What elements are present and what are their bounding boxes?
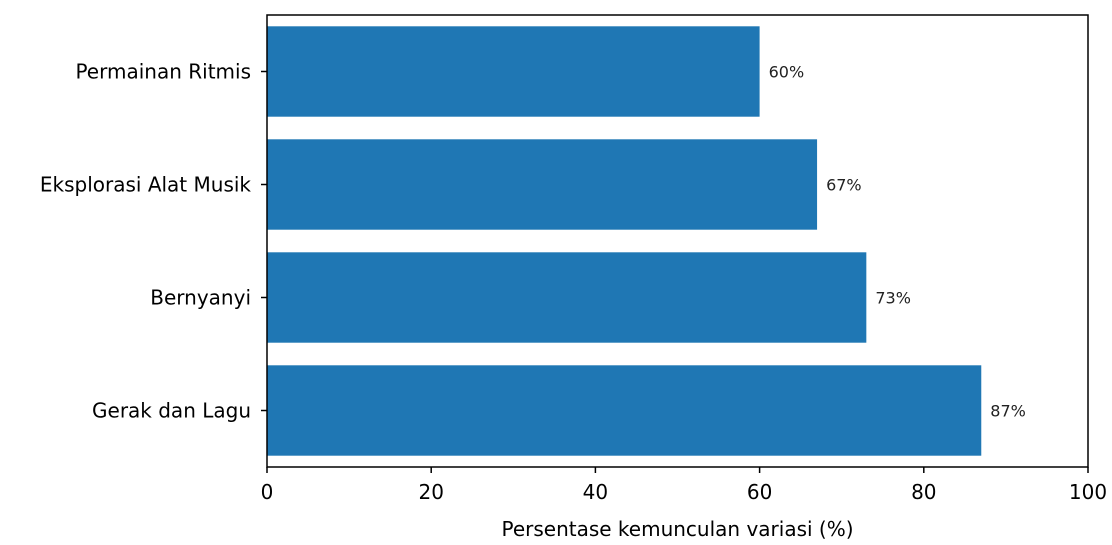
x-axis-label: Persentase kemunculan variasi (%) [501,517,853,541]
x-axis-ticks: 0 20 40 60 80 100 [261,467,1107,504]
data-label-permainan-ritmis: 60% [769,63,805,82]
x-tick-label-40: 40 [583,480,608,504]
bar-permainan-ritmis [267,26,760,116]
y-tick-label-bernyanyi: Bernyanyi [150,286,251,310]
x-tick-label-100: 100 [1069,480,1107,504]
bar-bernyanyi [267,252,866,342]
y-tick-label-gerak-dan-lagu: Gerak dan Lagu [92,399,251,423]
bar-eksplorasi-alat-musik [267,139,817,229]
x-tick-label-80: 80 [911,480,936,504]
data-label-gerak-dan-lagu: 87% [990,402,1026,421]
data-label-eksplorasi-alat-musik: 67% [826,176,862,195]
y-tick-label-permainan-ritmis: Permainan Ritmis [75,60,251,84]
bar-gerak-dan-lagu [267,365,981,455]
bars-layer [267,26,981,455]
data-label-bernyanyi: 73% [875,289,911,308]
x-tick-label-20: 20 [418,480,443,504]
x-tick-label-60: 60 [747,480,772,504]
x-tick-label-0: 0 [261,480,274,504]
y-tick-label-eksplorasi-alat-musik: Eksplorasi Alat Musik [40,173,252,197]
y-axis-ticks: Gerak dan Lagu Bernyanyi Eksplorasi Alat M… [40,60,267,423]
